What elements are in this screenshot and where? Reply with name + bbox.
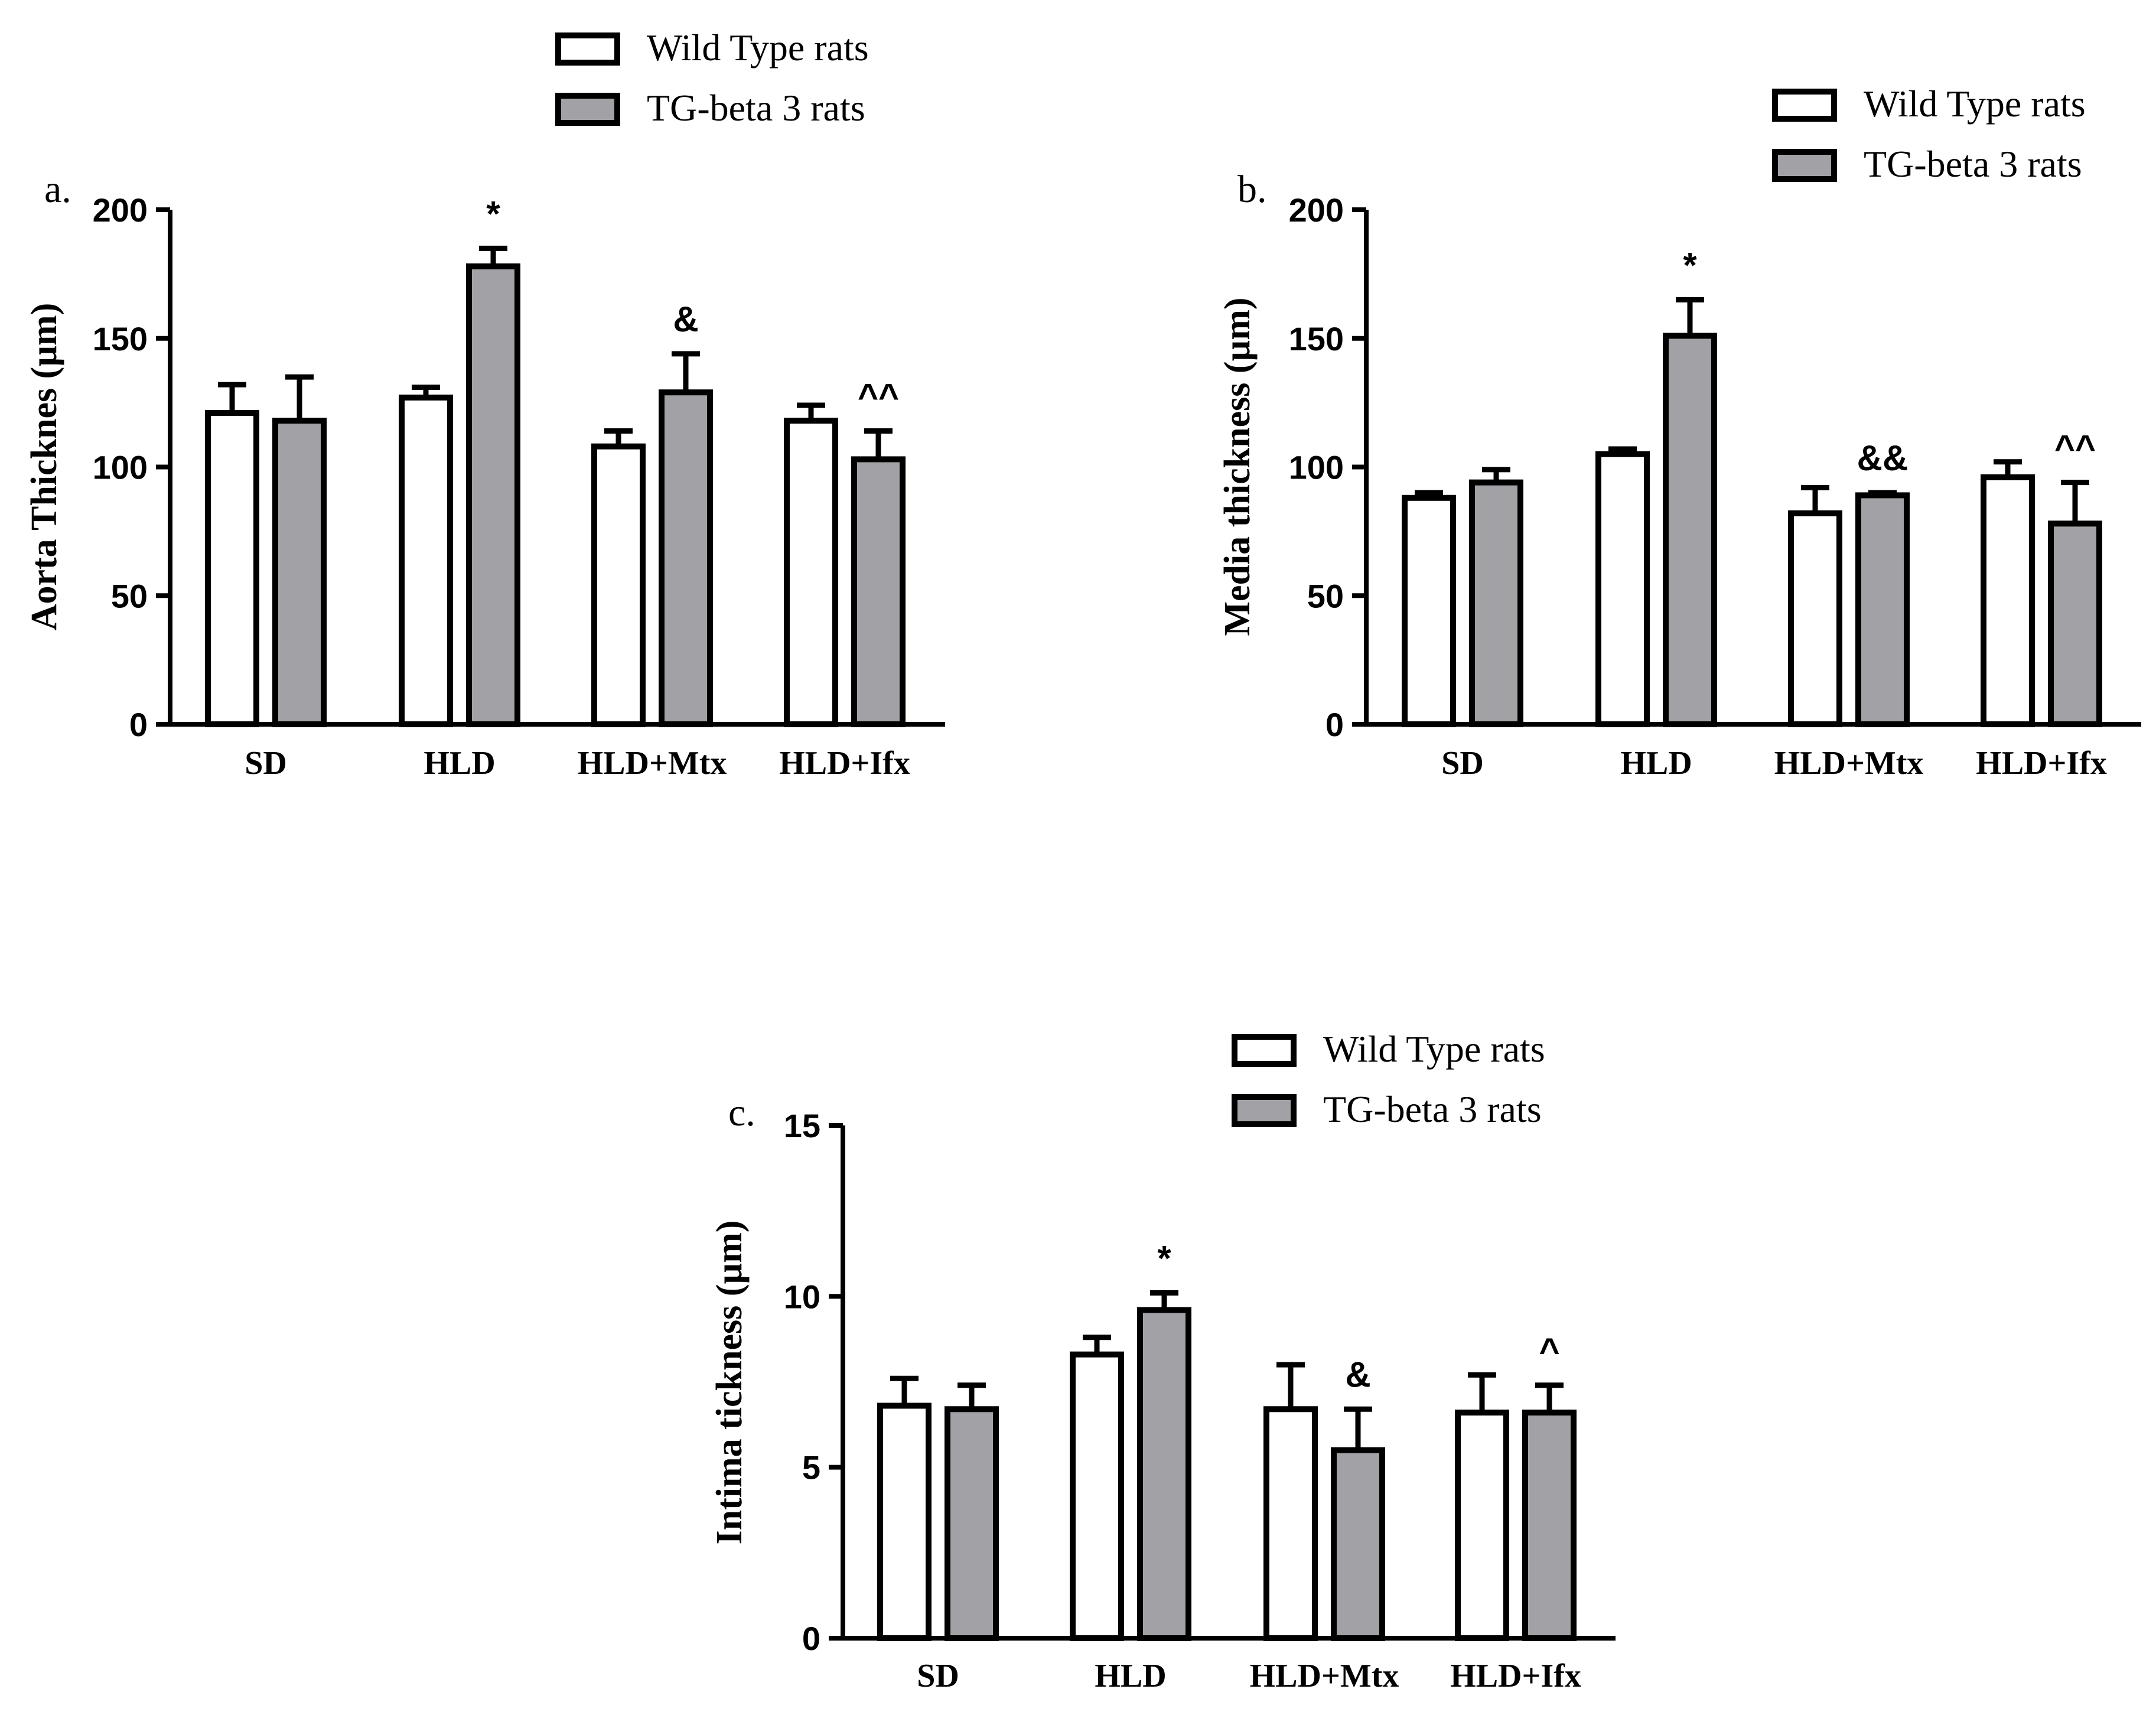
bar-tg-beta3 bbox=[466, 263, 520, 727]
y-tick-label: 0 bbox=[129, 706, 148, 743]
significance-marker: & bbox=[1345, 1355, 1370, 1394]
y-tick-label: 150 bbox=[93, 320, 148, 357]
legend-label: TG-beta 3 rats bbox=[1864, 143, 2082, 185]
significance-marker: * bbox=[1683, 245, 1697, 285]
bar-tg-beta3 bbox=[1331, 1447, 1385, 1642]
legend-swatch bbox=[1232, 1034, 1297, 1067]
legend-swatch bbox=[555, 32, 620, 66]
x-tick-label: HLD+Mtx bbox=[1774, 745, 1924, 782]
bar-wild-type bbox=[784, 418, 838, 727]
x-tick-label: SD bbox=[1441, 745, 1484, 782]
x-tick-label: SD bbox=[917, 1658, 959, 1694]
panel-label: c. bbox=[728, 1091, 755, 1134]
chart-panel-b: b. 0 50 100 150 200 Media thickness (µm) SD HLD H… bbox=[1217, 83, 2141, 782]
chart-panel-c: c. 0 5 10 15 Intima tickness (µm) SD HLD HLD+Mtx… bbox=[709, 1028, 1616, 1694]
bar-wild-type bbox=[1263, 1406, 1318, 1641]
x-tick-label: HLD+Mtx bbox=[1250, 1658, 1399, 1694]
y-tick-label: 50 bbox=[111, 577, 148, 614]
y-tick-label: 200 bbox=[93, 191, 148, 229]
y-tick-label: 5 bbox=[802, 1449, 820, 1486]
chart-panel-a: a. 0 50 100 150 200 Aorta Thicknes (µm) SD HLD HL… bbox=[24, 27, 945, 782]
legend-label: TG-beta 3 rats bbox=[647, 87, 865, 129]
bar-wild-type bbox=[1455, 1410, 1509, 1642]
y-tick-label: 200 bbox=[1289, 191, 1344, 229]
legend-swatch bbox=[555, 93, 620, 126]
bar-wild-type bbox=[1981, 474, 2035, 727]
legend: Wild Type rats TG-beta 3 rats bbox=[1772, 83, 2086, 185]
y-tick-label: 10 bbox=[784, 1278, 820, 1315]
x-tick-label: HLD+Ifx bbox=[1450, 1658, 1581, 1694]
legend-swatch bbox=[1772, 149, 1837, 182]
bar-tg-beta3 bbox=[1137, 1307, 1191, 1641]
legend-label: Wild Type rats bbox=[1323, 1028, 1545, 1070]
significance-marker: & bbox=[673, 300, 698, 339]
x-tick-label: HLD+Mtx bbox=[578, 745, 727, 782]
y-tick-label: 100 bbox=[93, 449, 148, 486]
bar-tg-beta3 bbox=[945, 1406, 999, 1641]
x-tick-label: HLD bbox=[424, 745, 495, 782]
bar-wild-type bbox=[1070, 1351, 1124, 1642]
bar-tg-beta3 bbox=[272, 418, 327, 727]
significance-marker: ^^ bbox=[858, 377, 899, 416]
significance-marker: * bbox=[1157, 1239, 1171, 1278]
significance-marker: ^ bbox=[1539, 1331, 1559, 1371]
significance-marker: * bbox=[486, 194, 500, 233]
bar-wild-type bbox=[1402, 494, 1456, 727]
bar-tg-beta3 bbox=[1522, 1410, 1577, 1642]
bar-wild-type bbox=[399, 394, 453, 727]
y-tick-label: 0 bbox=[1325, 706, 1344, 743]
bar-wild-type bbox=[591, 443, 646, 727]
y-tick-label: 0 bbox=[802, 1620, 820, 1657]
bar-tg-beta3 bbox=[2048, 520, 2102, 727]
y-tick-label: 50 bbox=[1307, 577, 1344, 614]
significance-marker: && bbox=[1857, 438, 1909, 478]
legend-swatch bbox=[1232, 1094, 1297, 1127]
legend-label: Wild Type rats bbox=[1864, 83, 2086, 125]
bar-wild-type bbox=[1595, 451, 1650, 727]
y-axis-title: Media thickness (µm) bbox=[1217, 297, 1258, 636]
y-tick-label: 100 bbox=[1289, 449, 1344, 486]
panel-label: b. bbox=[1237, 168, 1267, 211]
bar-wild-type bbox=[1788, 510, 1842, 727]
legend: Wild Type rats TG-beta 3 rats bbox=[555, 27, 869, 129]
x-tick-label: HLD+Ifx bbox=[1976, 745, 2107, 782]
y-axis-title: Intima tickness (µm) bbox=[709, 1221, 750, 1545]
panel-label: a. bbox=[44, 168, 71, 211]
legend-label: Wild Type rats bbox=[647, 27, 869, 69]
bar-tg-beta3 bbox=[659, 389, 713, 727]
bar-wild-type bbox=[205, 410, 259, 727]
bar-tg-beta3 bbox=[851, 456, 906, 727]
x-tick-label: HLD bbox=[1095, 1658, 1166, 1694]
x-tick-label: SD bbox=[245, 745, 287, 782]
bar-tg-beta3 bbox=[1469, 479, 1523, 727]
bar-tg-beta3 bbox=[1663, 333, 1717, 727]
x-tick-label: HLD bbox=[1620, 745, 1692, 782]
bar-tg-beta3 bbox=[1855, 492, 1910, 728]
bar-wild-type bbox=[877, 1402, 932, 1641]
legend: Wild Type rats TG-beta 3 rats bbox=[1232, 1028, 1545, 1130]
y-tick-label: 150 bbox=[1289, 320, 1344, 357]
legend-label: TG-beta 3 rats bbox=[1323, 1088, 1542, 1130]
x-tick-label: HLD+Ifx bbox=[779, 745, 910, 782]
y-tick-label: 15 bbox=[784, 1107, 820, 1144]
significance-marker: ^^ bbox=[2054, 428, 2096, 468]
legend-swatch bbox=[1772, 89, 1837, 122]
y-axis-title: Aorta Thicknes (µm) bbox=[24, 303, 64, 631]
